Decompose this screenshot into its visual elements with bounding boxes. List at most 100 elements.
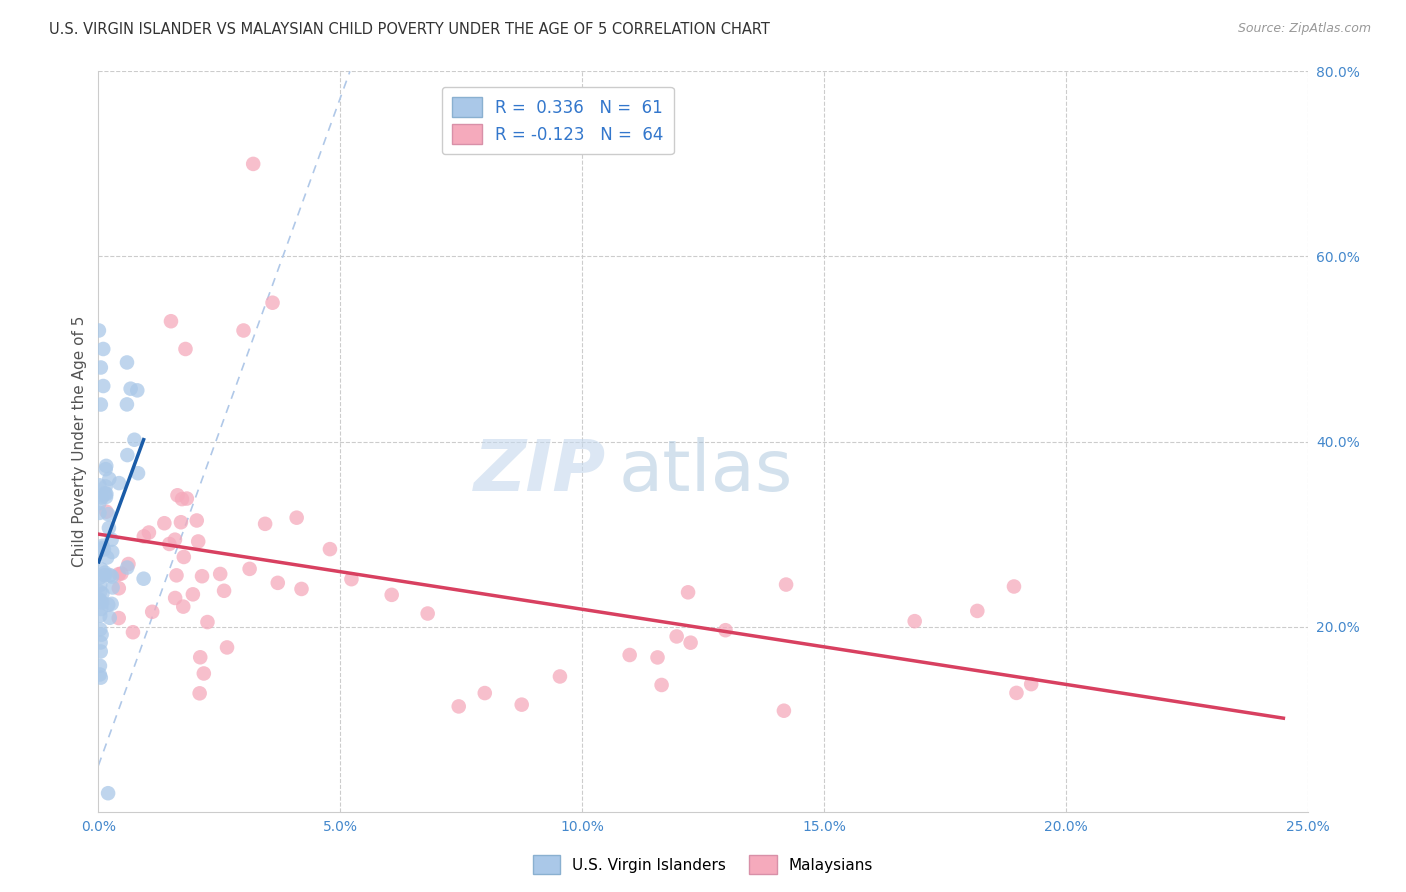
Point [548, 669, 571, 683]
Point [97, 521, 120, 535]
Point [212, 583, 235, 598]
Point [96, 550, 118, 565]
Point [173, 549, 195, 564]
Point [115, 355, 138, 369]
Point [188, 650, 211, 665]
Point [679, 636, 702, 650]
Point [138, 525, 160, 540]
Point [91, 587, 114, 601]
Point [91, 595, 114, 609]
Point [93, 542, 115, 557]
Point [1005, 686, 1028, 700]
Point [1002, 579, 1025, 593]
Point [90, 562, 112, 576]
Point [117, 448, 139, 462]
Point [101, 581, 124, 595]
Point [120, 382, 142, 396]
Point [262, 295, 284, 310]
Point [187, 534, 209, 549]
Point [89, 585, 111, 599]
Point [115, 560, 138, 574]
Point [157, 537, 180, 551]
Point [267, 575, 290, 590]
Point [91, 342, 114, 356]
Point [89, 608, 111, 623]
Point [94, 566, 117, 580]
Point [176, 491, 198, 506]
Point [319, 542, 342, 557]
Point [108, 476, 131, 491]
Point [239, 562, 262, 576]
Point [651, 678, 673, 692]
Point [96, 505, 118, 519]
Point [94, 486, 117, 500]
Point [89, 496, 111, 510]
Point [101, 545, 124, 559]
Point [665, 629, 688, 643]
Point [381, 588, 404, 602]
Point [714, 624, 737, 638]
Point [165, 591, 187, 605]
Point [98, 568, 121, 582]
Point [966, 604, 988, 618]
Point [101, 569, 124, 583]
Point [89, 658, 111, 673]
Point [166, 488, 188, 502]
Point [91, 539, 114, 553]
Point [97, 786, 120, 800]
Text: Source: ZipAtlas.com: Source: ZipAtlas.com [1237, 22, 1371, 36]
Point [94, 568, 117, 582]
Point [97, 507, 120, 521]
Point [94, 479, 117, 493]
Point [90, 398, 112, 412]
Point [174, 342, 197, 356]
Point [153, 516, 176, 531]
Point [89, 623, 111, 637]
Point [132, 529, 155, 543]
Point [254, 516, 277, 531]
Point [89, 542, 111, 557]
Point [510, 698, 533, 712]
Point [775, 577, 797, 591]
Point [132, 572, 155, 586]
Point [90, 602, 112, 616]
Point [98, 611, 121, 625]
Point [340, 572, 363, 586]
Point [474, 686, 496, 700]
Point [186, 514, 208, 528]
Point [193, 666, 215, 681]
Point [90, 635, 112, 649]
Point [160, 314, 183, 328]
Point [97, 598, 120, 612]
Point [122, 625, 145, 640]
Point [89, 506, 111, 520]
Point [100, 597, 122, 611]
Point [87, 592, 110, 607]
Point [91, 379, 114, 393]
Point [90, 671, 112, 685]
Point [773, 704, 796, 718]
Point [107, 581, 129, 595]
Point [619, 648, 641, 662]
Point [90, 628, 112, 642]
Point [141, 605, 163, 619]
Point [91, 541, 114, 555]
Point [89, 667, 111, 681]
Point [127, 466, 149, 480]
Y-axis label: Child Poverty Under the Age of 5: Child Poverty Under the Age of 5 [72, 316, 87, 567]
Point [96, 458, 118, 473]
Point [163, 533, 186, 547]
Legend: U.S. Virgin Islanders, Malaysians: U.S. Virgin Islanders, Malaysians [527, 849, 879, 880]
Text: ZIP: ZIP [474, 437, 606, 506]
Point [87, 324, 110, 338]
Point [96, 487, 118, 501]
Point [90, 360, 112, 375]
Point [124, 433, 146, 447]
Point [188, 686, 211, 700]
Point [242, 157, 264, 171]
Point [290, 582, 312, 596]
Point [647, 650, 669, 665]
Text: U.S. VIRGIN ISLANDER VS MALAYSIAN CHILD POVERTY UNDER THE AGE OF 5 CORRELATION C: U.S. VIRGIN ISLANDER VS MALAYSIAN CHILD … [49, 22, 770, 37]
Point [107, 611, 129, 625]
Point [90, 491, 112, 505]
